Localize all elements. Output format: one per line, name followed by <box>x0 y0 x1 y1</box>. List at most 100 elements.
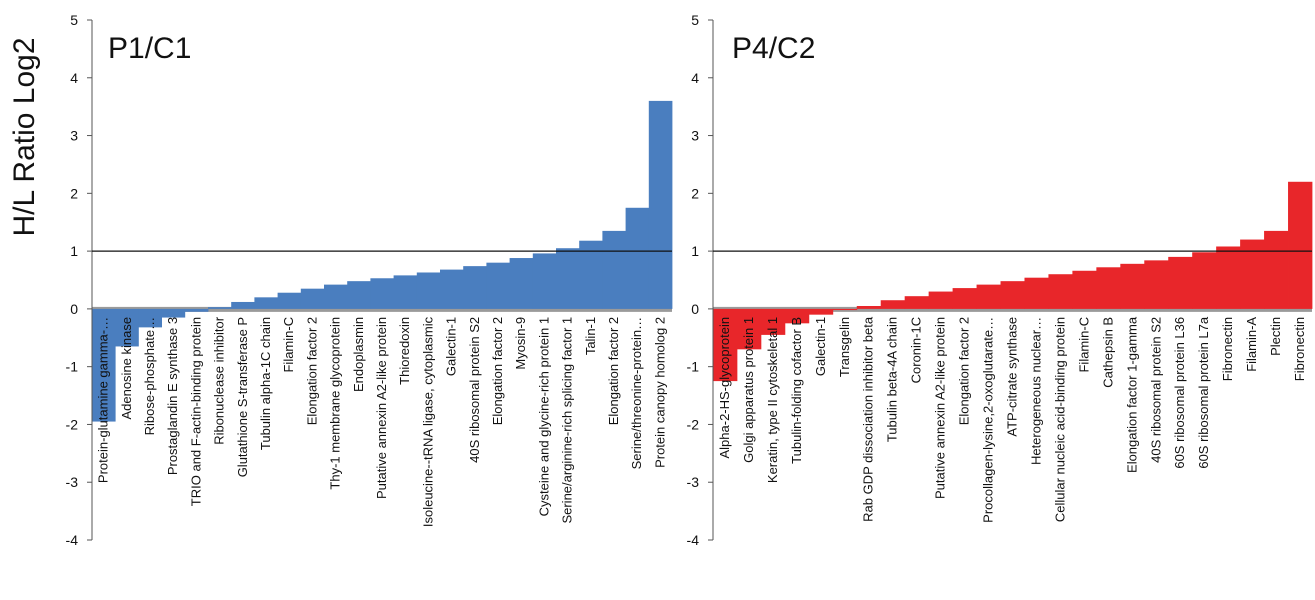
y-tick-label: 5 <box>70 12 78 28</box>
bar <box>184 308 209 312</box>
panel-title-p4c2: P4/C2 <box>732 32 815 65</box>
y-tick-label: 2 <box>691 185 699 201</box>
bar <box>1096 267 1121 309</box>
category-label: Elongation factor 2 <box>490 317 505 425</box>
category-label: 40S ribosomal protein S2 <box>467 317 482 463</box>
category-label: Filamin-C <box>1076 317 1091 373</box>
y-tick-label: 5 <box>691 12 699 28</box>
bar <box>579 240 603 309</box>
category-label: Protein canopy homolog 2 <box>652 317 667 468</box>
category-label: Adenosine kinase <box>119 317 134 420</box>
bar-series <box>92 100 673 422</box>
y-tick-label: -3 <box>66 474 79 490</box>
category-label: Galectin-1 <box>813 317 828 376</box>
y-tick-label: 4 <box>70 70 78 86</box>
category-label: Fibronectin <box>1220 317 1235 381</box>
category-label: Ribonuclease inhibitor <box>212 316 227 445</box>
bar <box>556 248 580 309</box>
bar <box>92 308 116 422</box>
category-label: 60S ribosomal protein L7a <box>1196 316 1211 469</box>
category-label: Serine/arginine-rich splicing factor 1 <box>560 317 575 524</box>
category-label: Filamin-C <box>281 317 296 373</box>
bar <box>832 308 858 311</box>
category-label: TRIO and F-actin-binding protein <box>188 317 203 506</box>
bar <box>532 253 557 309</box>
bar <box>440 269 464 309</box>
category-label: Tubulin-folding cofactor B <box>789 317 804 464</box>
bar <box>625 207 650 309</box>
category-label: Cysteine and glycine-rich protein 1 <box>536 317 551 516</box>
category-label: Transgelin <box>837 317 852 377</box>
y-tick-label: -1 <box>687 359 700 375</box>
bar <box>300 288 325 309</box>
zero-band <box>92 306 672 312</box>
bar <box>161 308 186 318</box>
bar <box>324 284 348 309</box>
category-label: 40S ribosomal protein S2 <box>1148 317 1163 463</box>
bar <box>1144 260 1169 309</box>
y-tick-label: 3 <box>691 128 699 144</box>
bar <box>416 272 441 309</box>
bar <box>1048 274 1073 309</box>
category-label: 60S ribosomal protein L36 <box>1172 317 1187 469</box>
bar <box>928 291 953 309</box>
category-label: Glutathione S-transferase P <box>235 317 250 477</box>
bar <box>856 306 882 309</box>
category-label: Rab GDP dissociation inhibitor beta <box>861 316 876 522</box>
bar <box>952 288 977 309</box>
y-tick-label: -4 <box>66 532 79 548</box>
bar <box>115 308 139 347</box>
category-label: Elongation factor 2 <box>304 317 319 425</box>
category-label: Elongation factor 2 <box>957 317 972 425</box>
y-tick-label: 0 <box>691 301 699 317</box>
category-label: Keratin, type II cytoskeletal 1 <box>765 317 780 483</box>
category-label: Alpha-2-HS-glycoprotein <box>717 317 732 459</box>
category-label: Plectin <box>1268 317 1283 356</box>
bar <box>713 308 738 382</box>
category-label: Thioredoxin <box>397 317 412 385</box>
y-tick-label: 1 <box>70 243 78 259</box>
bar <box>1168 256 1193 309</box>
bar <box>208 307 232 309</box>
y-tick-label: 2 <box>70 185 78 201</box>
category-label: Coronin-1C <box>909 317 924 383</box>
bar <box>463 266 487 309</box>
bar <box>509 258 534 309</box>
y-tick-label: 0 <box>70 301 78 317</box>
bar <box>1000 281 1025 309</box>
chart-panel-p1c1: P1/C1 -4 -3 -2 -1 0 1 2 3 4 5 Protein-glutamine ga… <box>66 12 673 548</box>
category-label: Thy-1 membrane glycoprotein <box>328 317 343 490</box>
bar <box>760 308 786 335</box>
category-label: Isoleucine--tRNA ligase, cytoplasmic <box>420 316 435 527</box>
bar <box>254 297 278 309</box>
bar <box>231 301 255 309</box>
bar <box>976 284 1001 309</box>
category-label: Elongation factor 1-gamma <box>1124 316 1139 473</box>
category-label: Cellular nucleic acid-binding protein <box>1052 317 1067 522</box>
category-label: Tubulin beta-4A chain <box>885 317 900 442</box>
y-tick-label: 1 <box>691 243 699 259</box>
bar <box>904 296 930 309</box>
bar <box>1120 263 1145 309</box>
bar <box>736 308 762 350</box>
category-label: Tubulin alpha-1C chain <box>258 317 273 450</box>
zero-band <box>713 306 1312 312</box>
panel-title-p1c1: P1/C1 <box>108 32 191 65</box>
category-label: Filamin-A <box>1244 317 1259 372</box>
category-label: Fibronectin <box>1292 317 1307 381</box>
bar <box>486 262 510 309</box>
bar <box>1240 239 1265 309</box>
bar <box>1216 246 1241 309</box>
category-label: Talin-1 <box>583 317 598 355</box>
category-label: Golgi apparatus protein 1 <box>741 317 756 463</box>
category-label: Putative annexin A2-like protein <box>374 317 389 499</box>
category-label: Galectin-1 <box>444 317 459 376</box>
bar <box>138 308 162 328</box>
category-label: ATP-citrate synthase <box>1005 317 1020 437</box>
bar <box>277 292 302 309</box>
bar <box>1264 230 1289 309</box>
bar-series <box>713 181 1313 382</box>
category-label: Procollagen-lysine,2-oxoglutarate… <box>981 317 996 523</box>
y-axis-label: H/L Ratio Log2 <box>8 37 41 236</box>
